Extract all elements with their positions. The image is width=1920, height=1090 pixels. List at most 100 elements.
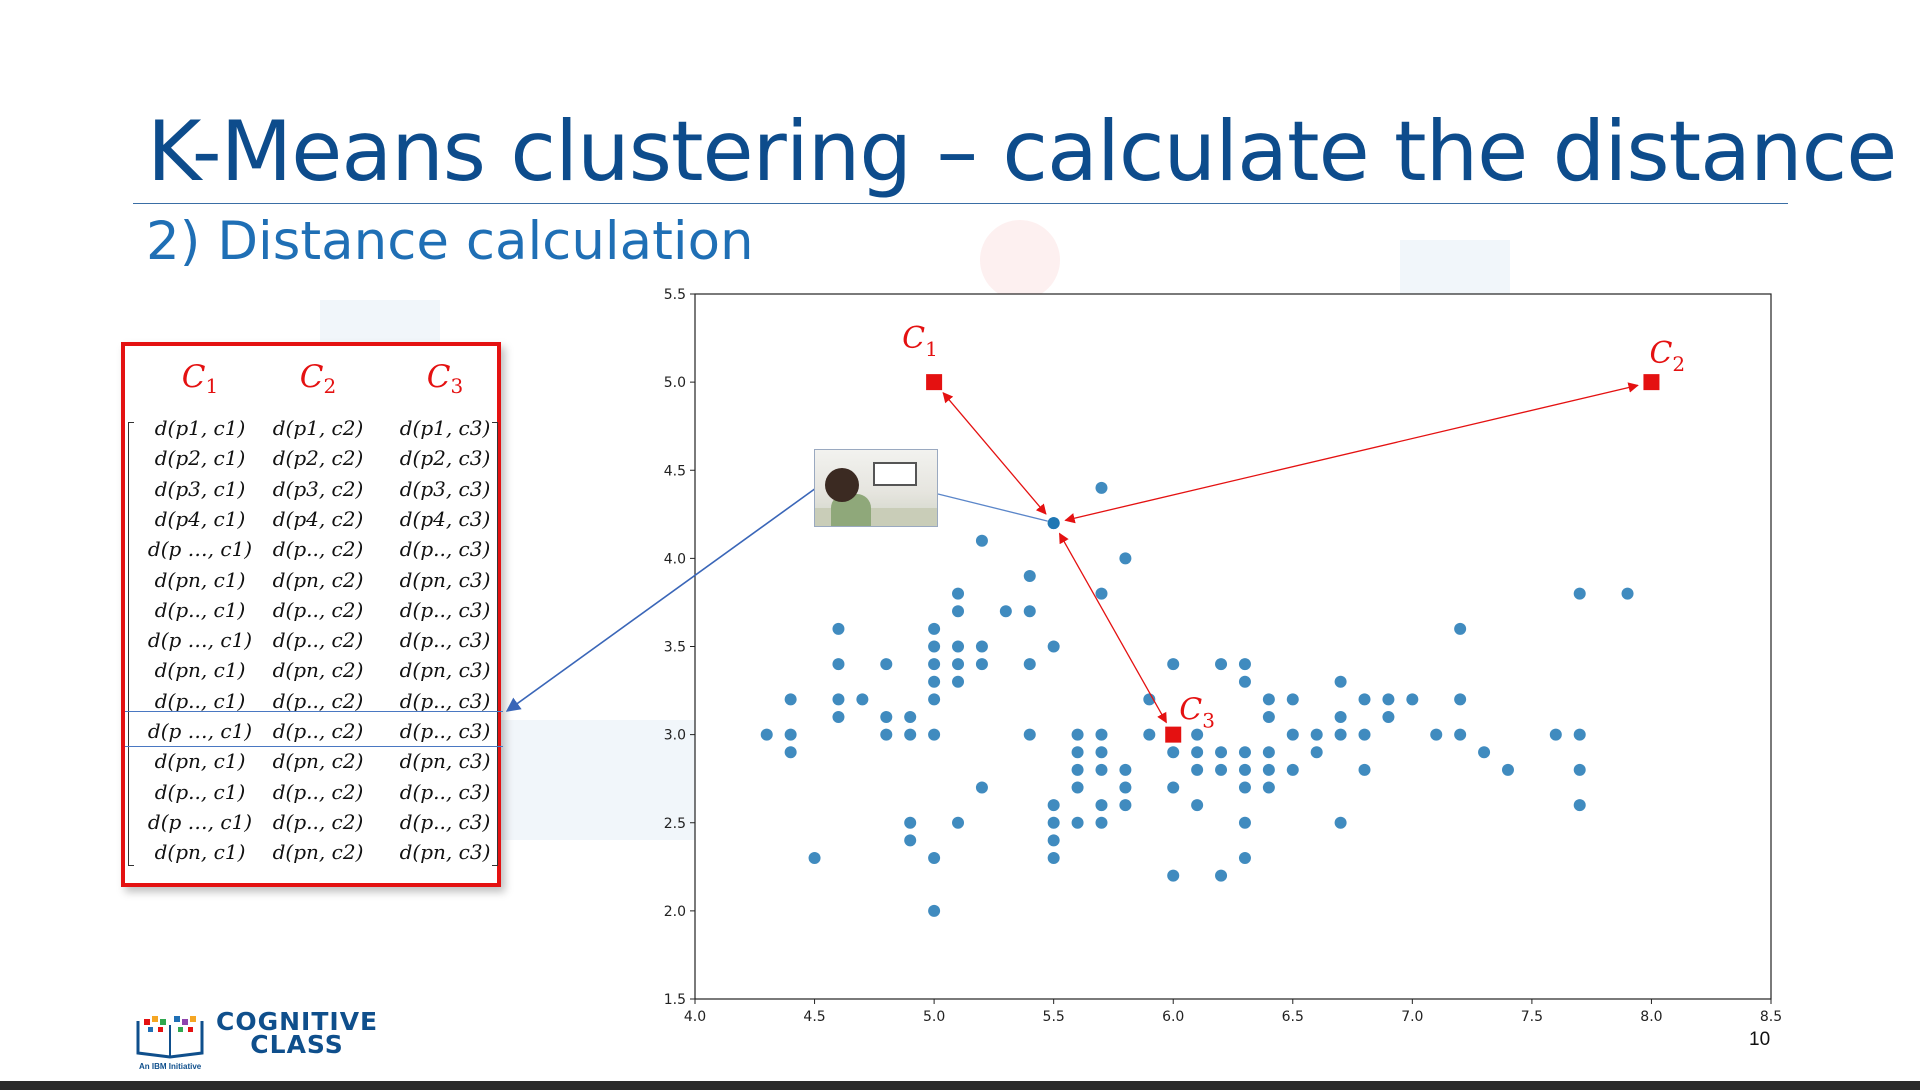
data-point <box>1238 658 1251 671</box>
matrix-cell: d(p3, c2) <box>272 476 364 501</box>
data-point <box>1454 728 1467 741</box>
data-point <box>928 904 941 917</box>
matrix-cell: d(p …, c1) <box>147 628 253 653</box>
matrix-cell: d(pn, c3) <box>399 567 491 592</box>
data-point <box>1167 869 1180 882</box>
data-point <box>1262 763 1275 776</box>
matrix-cell: d(pn, c2) <box>272 658 364 683</box>
matrix-cell: d(p.., c2) <box>272 719 364 743</box>
data-point <box>1047 852 1060 864</box>
y-tick-label: 4.5 <box>664 463 686 479</box>
data-point <box>1286 763 1299 776</box>
page-number: 10 <box>1749 1029 1771 1050</box>
data-point <box>1095 816 1108 829</box>
cognitive-class-logo-text: COGNITIVE CLASS <box>216 1007 379 1057</box>
x-tick-label: 6.0 <box>1162 1009 1184 1025</box>
y-tick-label: 3.0 <box>664 728 686 744</box>
data-point <box>1478 746 1491 759</box>
matrix-cell: d(pn, c2) <box>272 840 364 865</box>
data-point <box>975 640 988 653</box>
matrix-cell: d(pn, c3) <box>399 658 491 683</box>
data-point <box>784 746 797 759</box>
logo-line-1: COGNITIVE <box>216 1007 379 1036</box>
data-point <box>1119 552 1132 565</box>
data-point <box>1334 728 1347 741</box>
data-point <box>1047 640 1060 653</box>
data-point <box>1358 728 1371 741</box>
data-point <box>1143 728 1156 741</box>
distance-arrow-c1 <box>942 392 1047 515</box>
data-point <box>952 675 965 688</box>
matrix-cell: d(p.., c2) <box>272 688 364 713</box>
data-point <box>928 622 941 635</box>
matrix-cell: d(p3, c3) <box>399 476 491 501</box>
data-point <box>952 587 965 600</box>
data-point <box>928 852 941 864</box>
data-point <box>1047 799 1060 812</box>
data-point <box>1549 728 1562 741</box>
x-tick-label: 5.5 <box>1043 1009 1065 1025</box>
matrix-header-c3: C3 <box>426 359 464 398</box>
data-point <box>1095 746 1108 759</box>
data-point <box>1430 728 1443 741</box>
data-point <box>1573 728 1586 741</box>
y-tick-label: 5.0 <box>664 375 686 391</box>
data-point <box>1023 728 1036 741</box>
matrix-left-bracket <box>128 422 134 866</box>
matrix-cell: d(p.., c2) <box>272 809 364 834</box>
x-tick-label: 7.5 <box>1521 1009 1543 1025</box>
data-point <box>1191 728 1204 741</box>
data-point <box>904 711 917 723</box>
y-tick-label: 2.0 <box>664 904 686 920</box>
data-point <box>999 605 1012 618</box>
data-point <box>1454 693 1467 706</box>
data-point <box>784 693 797 706</box>
y-tick-label: 2.5 <box>664 816 686 832</box>
data-point <box>1119 781 1132 794</box>
data-point <box>1238 763 1251 776</box>
bottom-strip <box>0 1081 1920 1090</box>
data-point <box>952 658 965 671</box>
data-point <box>1167 658 1180 671</box>
data-point <box>1047 834 1060 847</box>
centroid-marker-c1 <box>926 374 943 391</box>
data-point <box>1191 746 1204 759</box>
matrix-cell: d(pn, c1) <box>154 840 246 865</box>
data-point <box>975 658 988 671</box>
data-point <box>1215 658 1228 671</box>
data-point <box>1334 711 1347 723</box>
data-point <box>832 711 845 723</box>
matrix-cell: d(p.., c3) <box>399 628 491 653</box>
data-point <box>1382 711 1395 723</box>
data-point <box>1071 781 1084 794</box>
centroid-marker-c2 <box>1643 374 1660 391</box>
title-divider <box>133 203 1788 204</box>
data-point <box>1023 605 1036 618</box>
data-point <box>808 852 821 864</box>
matrix-cell: d(p1, c2) <box>272 416 364 440</box>
data-point <box>952 816 965 829</box>
x-tick-label: 5.0 <box>923 1009 945 1025</box>
matrix-cell: d(p.., c3) <box>399 809 491 834</box>
matrix-cell: d(p.., c3) <box>399 688 491 713</box>
centroid-label-c3: C3 <box>1179 693 1215 733</box>
data-point <box>1023 570 1036 582</box>
distance-arrow-c2 <box>1064 382 1639 524</box>
matrix-header-c1: C1 <box>181 359 219 398</box>
data-point <box>928 728 941 741</box>
slide-subtitle: 2) Distance calculation <box>146 211 754 272</box>
x-tick-label: 4.5 <box>803 1009 825 1025</box>
data-point <box>975 534 988 547</box>
data-point <box>1215 763 1228 776</box>
data-point <box>880 728 893 741</box>
data-point <box>1191 799 1204 812</box>
matrix-cell: d(p2, c3) <box>399 446 491 471</box>
data-point <box>1167 746 1180 759</box>
data-point <box>1238 852 1251 864</box>
data-point <box>1238 675 1251 688</box>
data-point <box>880 658 893 671</box>
matrix-cell: d(p.., c2) <box>272 779 364 804</box>
matrix-cell: d(pn, c1) <box>154 567 246 592</box>
data-point <box>1238 816 1251 829</box>
